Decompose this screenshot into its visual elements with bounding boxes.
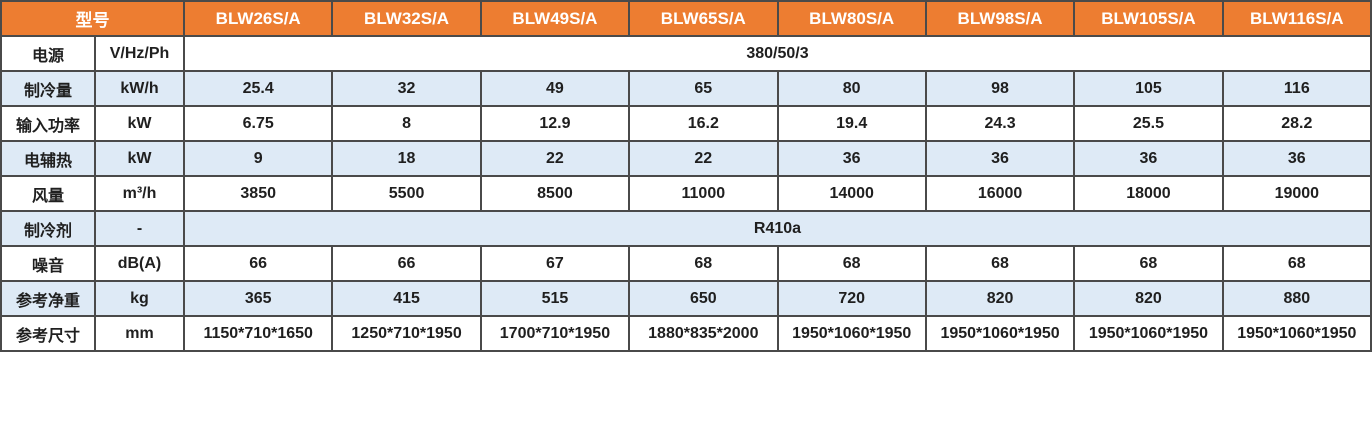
- table-row: 风量 m³/h 3850 5500 8500 11000 14000 16000 18000 19…: [0, 175, 1372, 212]
- value-cell: 68: [924, 245, 1076, 282]
- value-cell: 36: [924, 140, 1076, 177]
- row-unit: -: [94, 210, 185, 247]
- value-cell: 68: [1221, 245, 1372, 282]
- value-cell: 8500: [479, 175, 631, 212]
- model-header-cell: BLW105S/A: [1073, 0, 1224, 37]
- value-cell: 820: [1073, 280, 1224, 317]
- table-row: 电源 V/Hz/Ph 380/50/3: [0, 35, 1372, 72]
- table-row: 制冷量 kW/h 25.4 32 49 65 80 98 105 116: [0, 70, 1372, 107]
- value-cell: 365: [182, 280, 334, 317]
- span-value-cell: R410a: [183, 210, 1372, 247]
- value-cell: 650: [628, 280, 779, 317]
- value-cell: 5500: [331, 175, 482, 212]
- table-row: 噪音 dB(A) 66 66 67 68 68 68 68 68: [0, 245, 1372, 282]
- value-cell: 415: [331, 280, 482, 317]
- value-cell: 25.4: [182, 70, 334, 107]
- value-cell: 65: [628, 70, 779, 107]
- value-cell: 49: [479, 70, 631, 107]
- row-unit: m³/h: [94, 175, 185, 212]
- row-label: 制冷剂: [0, 210, 96, 247]
- value-cell: 68: [776, 245, 927, 282]
- value-cell: 12.9: [479, 105, 631, 142]
- value-cell: 36: [776, 140, 927, 177]
- value-cell: 1950*1060*1950: [776, 315, 927, 352]
- value-cell: 19.4: [776, 105, 927, 142]
- table-row: 输入功率 kW 6.75 8 12.9 16.2 19.4 24.3 25.5 28.2: [0, 105, 1372, 142]
- value-cell: 720: [776, 280, 927, 317]
- value-cell: 116: [1221, 70, 1372, 107]
- model-header-cell: BLW32S/A: [331, 0, 482, 37]
- table-row: 电辅热 kW 9 18 22 22 36 36 36 36: [0, 140, 1372, 177]
- value-cell: 32: [331, 70, 482, 107]
- row-unit: dB(A): [94, 245, 185, 282]
- table-row: 参考尺寸 mm 1150*710*1650 1250*710*1950 1700*710…: [0, 315, 1372, 352]
- value-cell: 6.75: [182, 105, 334, 142]
- row-label: 参考尺寸: [0, 315, 96, 352]
- model-header-cell: BLW65S/A: [628, 0, 779, 37]
- value-cell: 1150*710*1650: [182, 315, 334, 352]
- row-label: 制冷量: [0, 70, 96, 107]
- row-label: 电源: [0, 35, 96, 72]
- value-cell: 11000: [628, 175, 779, 212]
- value-cell: 1950*1060*1950: [1073, 315, 1224, 352]
- value-cell: 22: [628, 140, 779, 177]
- value-cell: 80: [776, 70, 927, 107]
- value-cell: 1950*1060*1950: [924, 315, 1076, 352]
- value-cell: 67: [479, 245, 631, 282]
- value-cell: 1250*710*1950: [331, 315, 482, 352]
- row-label: 输入功率: [0, 105, 96, 142]
- value-cell: 1700*710*1950: [479, 315, 631, 352]
- value-cell: 36: [1221, 140, 1372, 177]
- value-cell: 18000: [1073, 175, 1224, 212]
- table-row: 参考净重 kg 365 415 515 650 720 820 820 880: [0, 280, 1372, 317]
- spec-table-body: 型号 BLW26S/A BLW32S/A BLW49S/A BLW65S/A BLW80S…: [0, 0, 1372, 352]
- span-value-cell: 380/50/3: [183, 35, 1372, 72]
- value-cell: 9: [182, 140, 334, 177]
- value-cell: 880: [1221, 280, 1372, 317]
- row-unit: kW/h: [94, 70, 185, 107]
- value-cell: 66: [182, 245, 334, 282]
- value-cell: 18: [331, 140, 482, 177]
- value-cell: 36: [1073, 140, 1224, 177]
- value-cell: 1880*835*2000: [628, 315, 779, 352]
- value-cell: 105: [1073, 70, 1224, 107]
- model-header-cell: BLW80S/A: [776, 0, 927, 37]
- value-cell: 16.2: [628, 105, 779, 142]
- row-label: 噪音: [0, 245, 96, 282]
- value-cell: 19000: [1221, 175, 1372, 212]
- row-unit: kW: [94, 140, 185, 177]
- value-cell: 1950*1060*1950: [1221, 315, 1372, 352]
- spec-table: 型号 BLW26S/A BLW32S/A BLW49S/A BLW65S/A BLW80S…: [0, 0, 1372, 352]
- value-cell: 8: [331, 105, 482, 142]
- value-cell: 16000: [924, 175, 1076, 212]
- value-cell: 515: [479, 280, 631, 317]
- row-unit: kW: [94, 105, 185, 142]
- value-cell: 22: [479, 140, 631, 177]
- value-cell: 14000: [776, 175, 927, 212]
- table-row: 制冷剂 - R410a: [0, 210, 1372, 247]
- model-header-cell: BLW49S/A: [479, 0, 631, 37]
- row-unit: V/Hz/Ph: [94, 35, 185, 72]
- model-header-cell: BLW98S/A: [924, 0, 1076, 37]
- value-cell: 66: [331, 245, 482, 282]
- value-cell: 68: [1073, 245, 1224, 282]
- value-cell: 68: [628, 245, 779, 282]
- header-row: 型号 BLW26S/A BLW32S/A BLW49S/A BLW65S/A BLW80S…: [0, 0, 1372, 37]
- row-unit: kg: [94, 280, 185, 317]
- model-header-cell: BLW116S/A: [1221, 0, 1372, 37]
- value-cell: 3850: [182, 175, 334, 212]
- row-label: 风量: [0, 175, 96, 212]
- row-unit: mm: [94, 315, 185, 352]
- row-label: 参考净重: [0, 280, 96, 317]
- row-label: 电辅热: [0, 140, 96, 177]
- model-header-cell: BLW26S/A: [182, 0, 334, 37]
- value-cell: 28.2: [1221, 105, 1372, 142]
- value-cell: 24.3: [924, 105, 1076, 142]
- model-column-header: 型号: [0, 0, 185, 37]
- value-cell: 820: [924, 280, 1076, 317]
- value-cell: 98: [924, 70, 1076, 107]
- value-cell: 25.5: [1073, 105, 1224, 142]
